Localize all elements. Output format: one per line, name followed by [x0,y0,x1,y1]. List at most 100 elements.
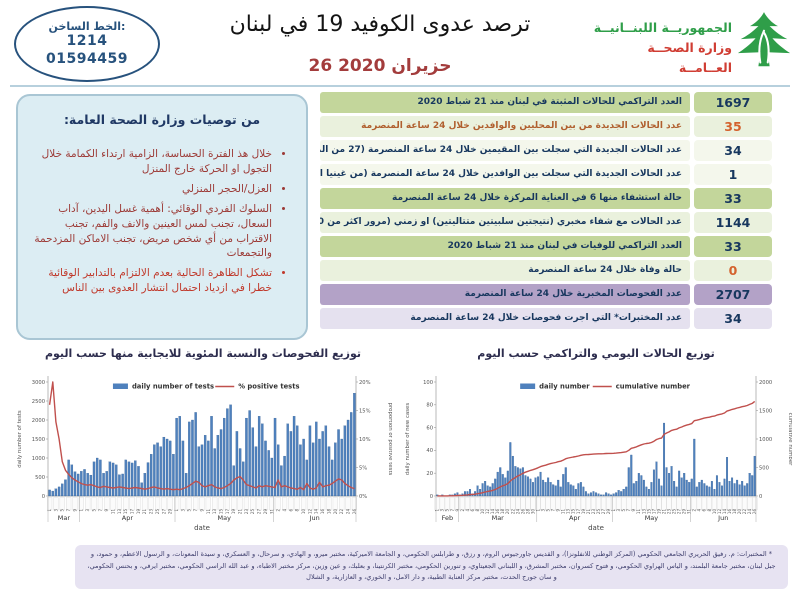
svg-text:2500: 2500 [32,399,45,405]
svg-text:500: 500 [759,465,769,471]
svg-text:9: 9 [199,509,204,512]
svg-text:29: 29 [168,509,173,515]
svg-text:26: 26 [352,509,357,515]
svg-text:10: 10 [301,509,306,515]
recommendation-item: خلال هذ الفترة الحساسة، الزامية ارتداء ا… [32,147,272,177]
svg-text:24: 24 [747,509,752,515]
svg-text:8: 8 [295,509,300,512]
svg-text:24: 24 [345,509,350,515]
svg-text:11: 11 [561,509,566,515]
svg-text:26: 26 [520,509,525,515]
svg-text:9: 9 [556,509,561,512]
svg-text:100: 100 [423,380,433,386]
svg-text:% positive tests: % positive tests [238,383,299,391]
svg-text:7: 7 [450,509,455,512]
svg-text:3: 3 [85,509,90,512]
svg-text:11: 11 [110,509,115,515]
hotline-badge: الخط الساخن: 1214 01594459 [14,6,160,82]
svg-text:2: 2 [276,509,281,512]
table-row: عدد المختبرات* التي اجرت فحوصات خلال 24 … [320,308,772,329]
svg-text:21: 21 [661,509,666,515]
svg-text:17: 17 [651,509,656,515]
svg-text:23: 23 [666,509,671,515]
svg-text:16: 16 [727,509,732,515]
svg-text:10%: 10% [359,437,371,443]
svg-text:1000: 1000 [32,456,45,462]
svg-text:25: 25 [596,509,601,515]
svg-text:20: 20 [426,471,433,477]
svg-text:1000: 1000 [759,437,772,443]
svg-text:14: 14 [490,509,495,515]
svg-text:12: 12 [717,509,722,515]
row-label: عدد الفحوصات المخبرية خلال 24 ساعة المنص… [320,284,690,305]
report-date: 26 حزيران 2020 [308,56,452,76]
svg-text:500: 500 [35,475,45,481]
svg-text:15: 15 [646,509,651,515]
recommendations-box: من توصيات وزارة الصحة العامة: خلال هذ ال… [16,94,308,340]
row-value: 33 [694,236,772,257]
header-divider [10,85,790,87]
svg-text:24: 24 [515,509,520,515]
table-row: عدد الحالات مع شفاء مخبري (نتيجتين سلبيت… [320,212,772,233]
svg-text:9: 9 [455,509,460,512]
row-label: العدد التراكمي للحالات المثبتة في لبنان … [320,92,690,113]
svg-text:12: 12 [485,509,490,515]
svg-text:May: May [218,514,232,522]
svg-text:5%: 5% [359,465,367,471]
svg-text:Feb: Feb [442,514,454,522]
row-value: 0 [694,260,772,281]
svg-text:11: 11 [636,509,641,515]
row-value: 34 [694,140,772,161]
table-row: العدد التراكمي للحالات المثبتة في لبنان … [320,92,772,113]
footnote-line: و سان جورج الحدت، مختبر مركز العناية الط… [306,573,557,582]
svg-text:3: 3 [616,509,621,512]
svg-text:5: 5 [621,509,626,512]
svg-text:3: 3 [540,509,545,512]
table-row: حالة استشفاء منها 6 في العناية المركزة خ… [320,188,772,209]
svg-text:10: 10 [712,509,717,515]
svg-text:6: 6 [470,509,475,512]
row-value: 1144 [694,212,772,233]
svg-text:9: 9 [72,509,77,512]
svg-text:27: 27 [257,509,262,515]
svg-text:7: 7 [193,509,198,512]
svg-text:1500: 1500 [32,437,45,443]
row-label: العدد التراكمي للوفيات في لبنان منذ 21 ش… [320,236,690,257]
svg-text:19: 19 [231,509,236,515]
svg-text:5: 5 [187,509,192,512]
svg-text:Mar: Mar [492,514,505,522]
svg-text:16: 16 [320,509,325,515]
svg-text:27: 27 [601,509,606,515]
svg-text:1: 1 [47,509,52,512]
hotline-number-long: 01594459 [46,50,128,67]
footnote-line: * المختبرات: م. رفيق الحريري الجامعي الح… [90,550,773,558]
ministry-name: الجمهوريــة اللبنــانيــة وزارة الصحــة … [590,18,732,78]
footnote-line: جبل لبنان، مختبر جامعة البلمند، و الياس … [87,561,776,570]
svg-text:date: date [194,524,210,532]
svg-text:9: 9 [104,509,109,512]
row-label: عدد الحالات الجديدة التي سجلت بين الوافد… [320,164,690,185]
row-value: 34 [694,308,772,329]
svg-text:9: 9 [631,509,636,512]
page-title: ترصد عدوى الكوفيد 19 في لبنان [229,12,531,37]
svg-text:25: 25 [250,509,255,515]
svg-text:31: 31 [687,509,692,515]
svg-text:27: 27 [161,509,166,515]
row-label: حالة استشفاء منها 6 في العناية المركزة خ… [320,188,690,209]
tests-chart-title: توزيع الفحوصات والنسبة المئوية للايجابية… [44,347,362,360]
svg-text:29: 29 [606,509,611,515]
svg-text:19: 19 [136,509,141,515]
svg-text:20: 20 [333,509,338,515]
svg-text:8: 8 [707,509,712,512]
svg-text:14: 14 [314,509,319,515]
row-value: 35 [694,116,772,137]
svg-text:May: May [645,514,659,522]
row-label: عدد الحالات مع شفاء مخبري (نتيجتين سلبيت… [320,212,690,233]
svg-text:8: 8 [475,509,480,512]
svg-text:31: 31 [269,509,274,515]
table-row: عدد الحالات الجديدة من بين المحليين والو… [320,116,772,137]
svg-text:7: 7 [66,509,71,512]
row-value: 2707 [694,284,772,305]
svg-text:7: 7 [98,509,103,512]
